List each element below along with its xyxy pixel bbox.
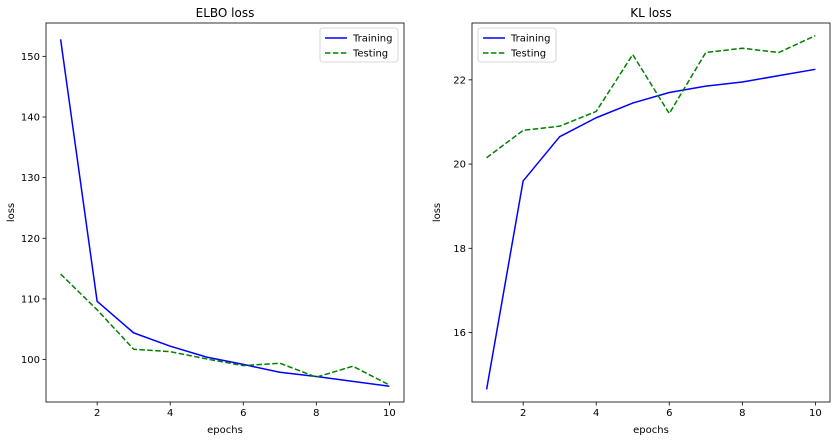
chart-2-y-tick-label: 22 [453, 75, 466, 86]
chart-1-y-tick-label: 150 [21, 52, 40, 63]
chart-1-y-tick-label: 100 [21, 355, 40, 366]
chart-2-y-tick-label: 20 [453, 160, 466, 171]
chart-1-x-tick-label: 6 [240, 408, 246, 419]
chart-1-title: ELBO loss [196, 6, 255, 20]
chart-2-plot-frame [472, 23, 830, 402]
chart-2-y-tick-label: 18 [453, 244, 466, 255]
chart-1-series-training-line [61, 39, 390, 386]
chart-1-x-tick-label: 8 [313, 408, 319, 419]
chart-2-x-axis-label: epochs [633, 425, 669, 436]
chart-1: 2 4 6 8 10 100 110 120 130 140 150 ELBO loss epochs l… [6, 6, 404, 436]
chart-1-x-tick-label: 4 [167, 408, 173, 419]
chart-1-y-tick-label: 130 [21, 173, 40, 184]
chart-2-y-axis-label: loss [432, 203, 443, 222]
chart-1-x-axis-label: epochs [207, 425, 243, 436]
chart-1-x-tick-label: 2 [94, 408, 100, 419]
chart-1-y-tick-label: 110 [21, 294, 40, 305]
chart-2-x-tick-label: 2 [520, 408, 526, 419]
chart-1-legend-label-training: Training [352, 34, 392, 45]
chart-2-x-tick-label: 10 [809, 408, 822, 419]
chart-2-title: KL loss [630, 6, 672, 20]
chart-2-x-tick-label: 8 [739, 408, 745, 419]
chart-2-x-tick-label: 6 [666, 408, 672, 419]
chart-1-y-tick-label: 120 [21, 234, 40, 245]
chart-2-x-tick-label: 4 [593, 408, 599, 419]
chart-2-legend-label-testing: Testing [510, 49, 546, 60]
chart-2-series-training-line [487, 69, 816, 389]
chart-1-y-tick-label: 140 [21, 112, 40, 123]
chart-2-y-tick-label: 16 [453, 328, 466, 339]
chart-1-plot-frame [46, 23, 404, 402]
chart-1-y-axis-label: loss [6, 203, 17, 222]
chart-1-series-testing-line [61, 274, 390, 385]
chart-2-legend-label-training: Training [510, 34, 550, 45]
chart-1-x-tick-label: 10 [383, 408, 396, 419]
chart-1-legend: Training Testing [320, 28, 398, 62]
chart-2-legend: Training Testing [478, 28, 556, 62]
chart-1-legend-label-testing: Testing [352, 49, 388, 60]
